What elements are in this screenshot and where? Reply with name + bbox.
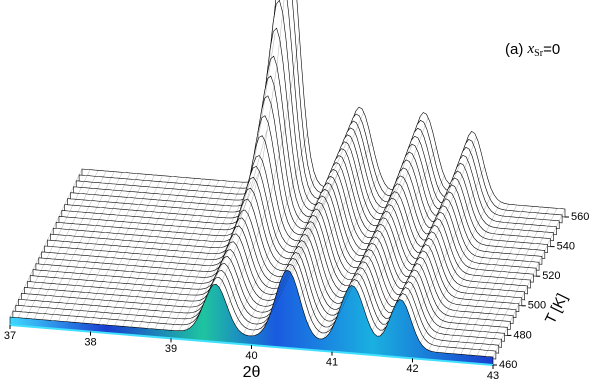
wireframe — [195, 129, 268, 323]
x-tick-label: 39 — [165, 343, 177, 355]
x-tick-label: 43 — [487, 370, 499, 382]
wireframe — [251, 186, 324, 336]
wireframe — [307, 172, 381, 325]
wireframe — [211, 0, 277, 287]
y-tick-label: 560 — [571, 211, 589, 223]
wireframe — [178, 181, 252, 331]
wireframe — [492, 208, 566, 358]
annotation-suffix: =0 — [543, 41, 560, 58]
wireframe — [259, 183, 332, 334]
x-axis-label: 2θ — [243, 364, 261, 381]
wireframe — [66, 173, 139, 322]
surface-row — [9, 269, 494, 366]
wireframe — [122, 178, 195, 327]
wireframe — [428, 201, 501, 351]
annotation: (a) xSr=0 — [505, 41, 560, 59]
wireframe — [227, 34, 300, 307]
wireframe — [50, 172, 123, 321]
wireframe — [203, 32, 276, 305]
wireframe — [468, 206, 542, 356]
wireframe — [235, 132, 308, 326]
y-tick-label: 480 — [513, 329, 531, 341]
wireframe — [476, 207, 550, 356]
wireframe — [436, 204, 509, 353]
x-tick-label: 40 — [245, 350, 257, 362]
wireframe — [396, 135, 469, 303]
wireframe — [154, 180, 228, 330]
y-tick-label: 460 — [499, 359, 517, 371]
wireframe — [364, 146, 437, 310]
wireframe — [444, 204, 517, 354]
wireframe — [90, 175, 163, 324]
wireframe — [25, 170, 99, 319]
wireframe — [412, 166, 485, 325]
wireframe — [388, 163, 461, 323]
x-tick-label: 37 — [4, 330, 16, 342]
wireframe — [130, 178, 203, 328]
wireframe — [9, 168, 83, 318]
wireframe — [186, 171, 260, 330]
annotation-subscript: Sr — [534, 48, 544, 59]
wireframe — [34, 170, 107, 320]
y-tick-label: 540 — [557, 241, 575, 253]
wireframe — [484, 208, 558, 357]
wireframe — [98, 176, 171, 325]
wireframe — [372, 175, 445, 331]
wireframe — [243, 176, 316, 335]
wireframe — [74, 174, 147, 323]
annotation-variable: x — [527, 41, 535, 57]
wireframe — [356, 117, 429, 289]
wireframe — [17, 169, 91, 318]
wireframe — [420, 191, 493, 344]
wireframe — [162, 181, 236, 330]
wireframe — [331, 174, 405, 329]
wireframe — [452, 205, 525, 354]
wireframe — [347, 116, 421, 289]
annotation-prefix: (a) — [505, 41, 528, 58]
surface — [9, 0, 566, 366]
wireframe — [219, 0, 285, 288]
wireframe — [275, 139, 348, 297]
wireframe — [114, 177, 187, 326]
wireframe — [170, 182, 244, 331]
wireframe — [58, 172, 131, 322]
wireframe — [291, 111, 364, 275]
wireframe — [42, 171, 115, 320]
wireframe — [460, 206, 533, 355]
y-tick-label: 520 — [542, 270, 560, 282]
x-tick-label: 42 — [406, 363, 418, 375]
y-tick-label: 500 — [528, 300, 546, 312]
wireframe — [315, 187, 389, 338]
wireframe — [299, 141, 372, 299]
wireframe — [339, 144, 413, 308]
wireframe — [106, 176, 179, 326]
wireframe — [267, 169, 340, 321]
wireframe — [138, 179, 211, 328]
wireframe — [146, 180, 220, 329]
wireframe — [82, 174, 155, 324]
x-tick-label: 38 — [84, 337, 96, 349]
wireframe — [404, 136, 477, 304]
x-tick-label: 41 — [326, 357, 338, 369]
wireframe — [283, 111, 356, 274]
y-axis-label: T [K] — [542, 291, 571, 327]
